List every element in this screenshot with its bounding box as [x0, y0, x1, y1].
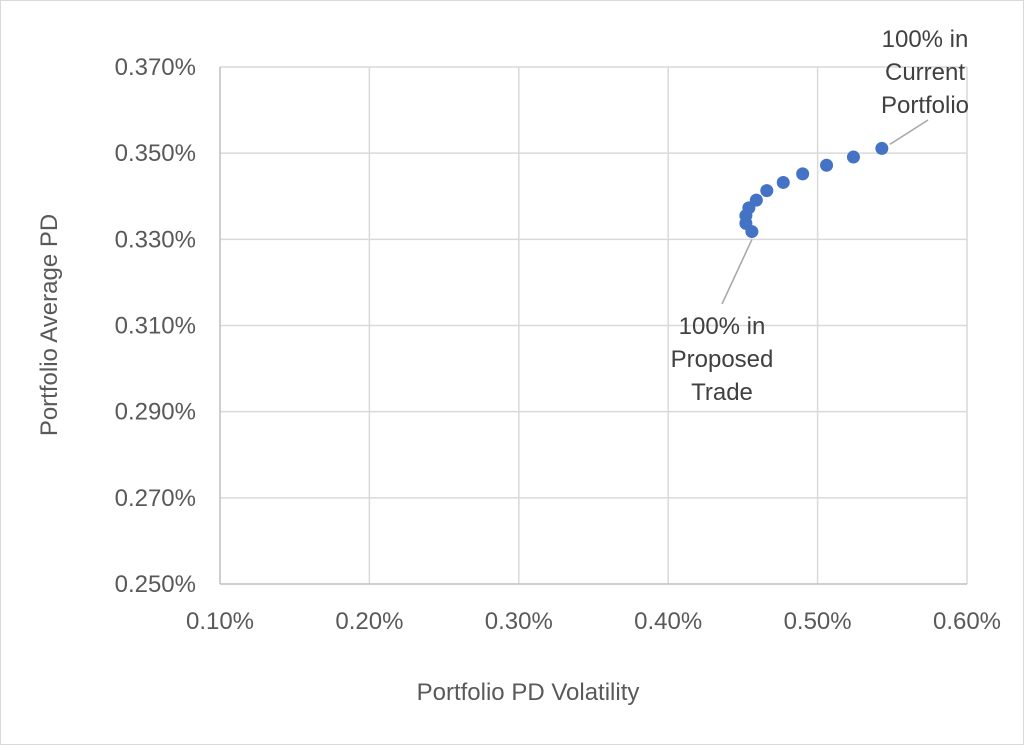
annotation-label: 100% in Proposed Trade	[671, 313, 774, 406]
y-axis-title: Portfolio Average PD	[36, 214, 63, 436]
y-tick-label: 0.250%	[115, 571, 196, 598]
y-tick-label: 0.290%	[115, 399, 196, 426]
annotation-leader-lines	[721, 119, 929, 305]
axes	[219, 67, 967, 585]
data-point	[820, 158, 834, 172]
y-tick-label: 0.310%	[115, 313, 196, 340]
data-point	[760, 184, 774, 198]
annotation-label: 100% in Current Portfolio	[881, 26, 969, 119]
data-point	[796, 167, 810, 181]
y-tick-label: 0.330%	[115, 226, 196, 253]
data-point	[846, 150, 860, 164]
x-tick-label: 0.50%	[784, 608, 852, 635]
x-tick-label: 0.40%	[634, 608, 702, 635]
data-points	[739, 141, 889, 239]
x-tick-label: 0.60%	[933, 608, 1001, 635]
x-axis-title: Portfolio PD Volatility	[417, 679, 640, 706]
x-tick-label: 0.30%	[485, 608, 553, 635]
y-tick-label: 0.370%	[115, 54, 196, 81]
annotation-line: Proposed	[671, 346, 774, 373]
annotations: 100% in Current Portfolio 100% in Proposed Tr…	[671, 26, 969, 406]
horizontal-gridlines	[220, 66, 967, 499]
y-axis-tick-labels: 0.250% 0.270% 0.290% 0.310% 0.330% 0.350% 0.37…	[115, 54, 196, 598]
annotation-leader-line	[889, 119, 929, 146]
annotation-line: 100% in	[679, 313, 766, 340]
y-tick-label: 0.270%	[115, 485, 196, 512]
annotation-leader-line	[721, 239, 753, 305]
x-tick-label: 0.10%	[186, 608, 254, 635]
annotation-line: 100% in	[882, 26, 969, 53]
data-point	[875, 141, 889, 155]
data-point	[749, 193, 763, 207]
x-axis-tick-labels: 0.10% 0.20% 0.30% 0.40% 0.50% 0.60%	[186, 608, 1001, 635]
x-tick-label: 0.20%	[335, 608, 403, 635]
data-point	[776, 175, 790, 189]
y-tick-label: 0.350%	[115, 140, 196, 167]
annotation-line: Portfolio	[881, 92, 969, 119]
annotation-line: Trade	[691, 379, 753, 406]
annotation-line: Current	[885, 59, 965, 86]
